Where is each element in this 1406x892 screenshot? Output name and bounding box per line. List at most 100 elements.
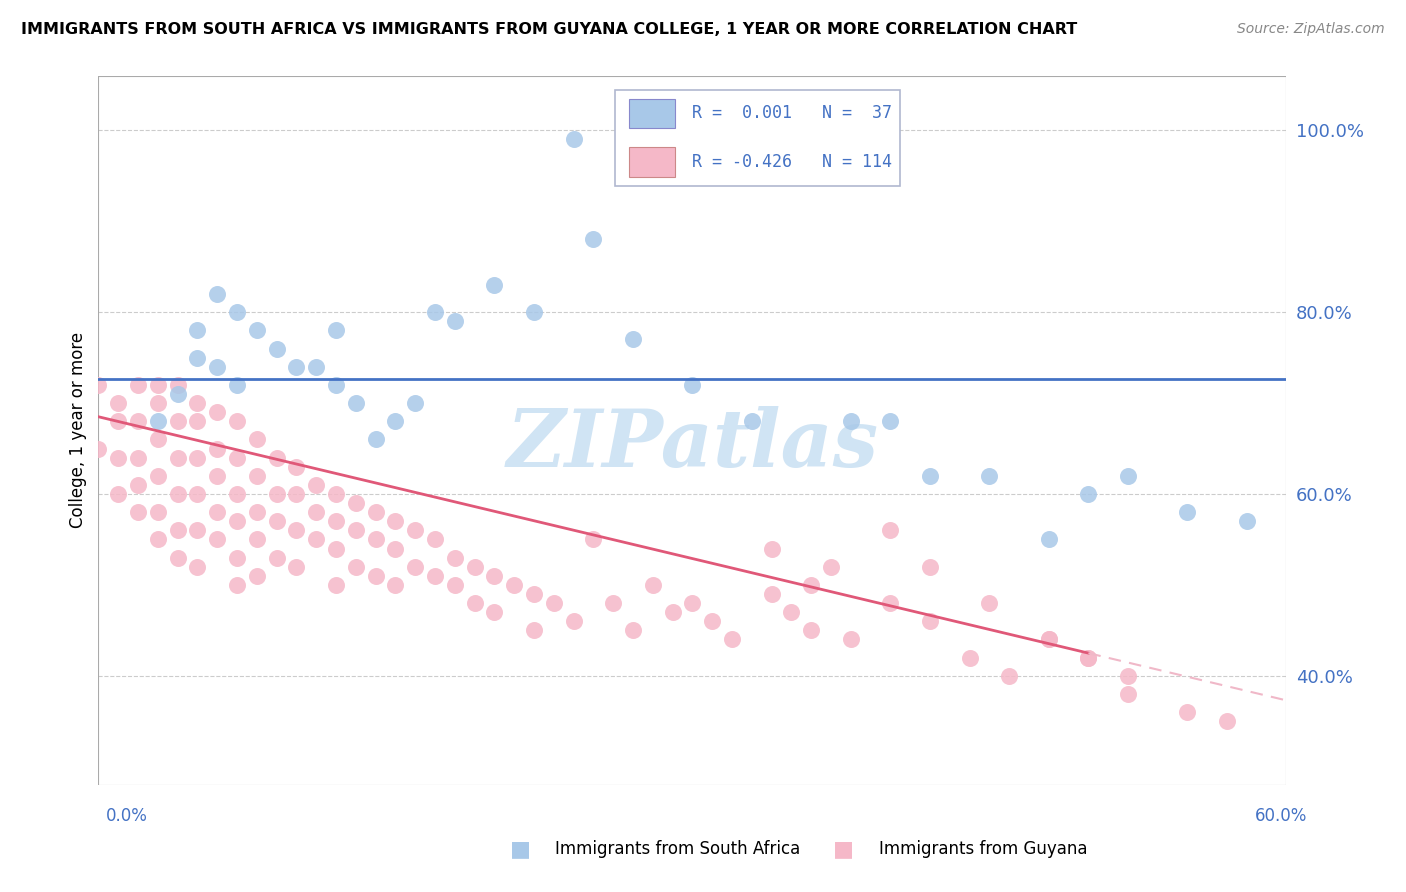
Point [107, 450, 129, 465]
Point [166, 524, 188, 538]
Point [107, 396, 129, 410]
Point [423, 569, 446, 583]
Point [226, 414, 249, 428]
Point [127, 478, 149, 492]
Point [325, 487, 347, 501]
Point [1116, 669, 1139, 683]
Point [661, 605, 683, 619]
Point [1236, 514, 1258, 528]
Point [364, 533, 387, 547]
Point [1077, 650, 1099, 665]
Point [127, 414, 149, 428]
Point [186, 524, 208, 538]
Point [741, 414, 763, 428]
Point [266, 514, 288, 528]
Point [146, 505, 169, 519]
Point [364, 569, 387, 583]
Point [325, 578, 347, 592]
Point [641, 578, 664, 592]
Point [562, 132, 585, 146]
Point [226, 550, 249, 565]
Text: IMMIGRANTS FROM SOUTH AFRICA VS IMMIGRANTS FROM GUYANA COLLEGE, 1 YEAR OR MORE C: IMMIGRANTS FROM SOUTH AFRICA VS IMMIGRAN… [21, 22, 1077, 37]
Point [107, 414, 129, 428]
Point [205, 405, 228, 419]
Point [205, 505, 228, 519]
Point [562, 615, 585, 629]
Point [721, 632, 744, 647]
Point [523, 305, 546, 319]
Point [285, 559, 308, 574]
Point [246, 505, 269, 519]
Point [186, 450, 208, 465]
Point [127, 505, 149, 519]
Point [166, 387, 188, 401]
Point [146, 396, 169, 410]
Point [226, 578, 249, 592]
Point [205, 533, 228, 547]
Point [226, 487, 249, 501]
Point [246, 433, 269, 447]
Point [423, 305, 446, 319]
Point [266, 342, 288, 356]
Point [800, 624, 823, 638]
Point [464, 596, 486, 610]
Point [702, 615, 724, 629]
Point [920, 559, 942, 574]
Point [246, 468, 269, 483]
Point [484, 569, 506, 583]
Point [266, 450, 288, 465]
Point [186, 351, 208, 365]
Point [582, 232, 605, 246]
Text: Immigrants from South Africa: Immigrants from South Africa [555, 840, 800, 858]
Point [127, 378, 149, 392]
Point [285, 359, 308, 374]
Point [325, 514, 347, 528]
Point [1038, 632, 1060, 647]
Point [166, 487, 188, 501]
Point [344, 524, 367, 538]
Point [127, 450, 149, 465]
Point [266, 550, 288, 565]
Point [87, 378, 110, 392]
Point [503, 578, 526, 592]
Text: R =  0.001   N =  37: R = 0.001 N = 37 [692, 104, 893, 122]
Point [839, 414, 862, 428]
Point [920, 615, 942, 629]
Text: ZIPatlas: ZIPatlas [506, 406, 879, 483]
Text: ■: ■ [834, 839, 853, 859]
Point [423, 533, 446, 547]
Bar [630, 98, 675, 128]
Bar [630, 147, 675, 178]
Point [166, 378, 188, 392]
Point [186, 396, 208, 410]
Point [226, 514, 249, 528]
Text: R = -0.426   N = 114: R = -0.426 N = 114 [692, 153, 893, 171]
Point [1116, 687, 1139, 701]
Point [879, 596, 901, 610]
Point [384, 414, 406, 428]
Point [364, 505, 387, 519]
Point [285, 459, 308, 474]
Point [166, 450, 188, 465]
Point [979, 596, 1001, 610]
Point [205, 468, 228, 483]
Point [166, 550, 188, 565]
Point [602, 596, 624, 610]
Point [621, 624, 644, 638]
Point [1177, 705, 1199, 719]
Point [246, 533, 269, 547]
Point [364, 433, 387, 447]
Point [681, 378, 703, 392]
Point [205, 287, 228, 301]
Point [920, 468, 942, 483]
Point [444, 550, 467, 565]
Point [107, 487, 129, 501]
Point [305, 478, 328, 492]
Point [384, 578, 406, 592]
Point [344, 496, 367, 510]
Point [166, 414, 188, 428]
FancyBboxPatch shape [616, 90, 900, 186]
Point [979, 468, 1001, 483]
Text: Source: ZipAtlas.com: Source: ZipAtlas.com [1237, 22, 1385, 37]
Point [146, 414, 169, 428]
